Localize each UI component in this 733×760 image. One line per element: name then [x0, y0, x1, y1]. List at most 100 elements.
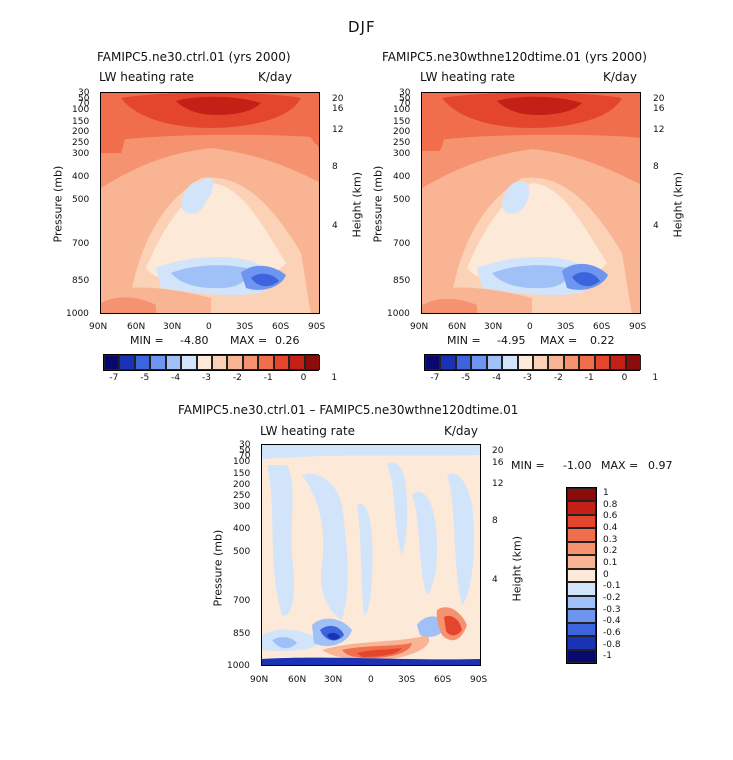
- colorbar-cell: [455, 355, 472, 370]
- panel-3-ytick: 150: [233, 469, 251, 479]
- panel-3-max-label: MAX =: [601, 459, 639, 472]
- panel-1-y2tick: 4: [332, 221, 338, 231]
- panel-3-ytick: 500: [233, 547, 251, 557]
- panel-2-xtick: 90S: [629, 322, 647, 332]
- panel-1-ytick: 150: [72, 117, 90, 127]
- panel-1-units-label: K/day: [258, 70, 292, 84]
- colorbar-cell: [567, 555, 596, 569]
- panel-2-ytick: 1000: [387, 309, 410, 319]
- colorbar-label: -1: [263, 373, 273, 383]
- panel-2-min-value: -4.95: [497, 334, 526, 347]
- panel-1-xtick: 60N: [127, 322, 146, 332]
- panel-3-ytick: 300: [233, 502, 251, 512]
- panel-2-ytick: 700: [393, 239, 411, 249]
- panel-2-ytick: 300: [393, 149, 411, 159]
- panel-2-plot: [421, 92, 641, 314]
- colorbar-cell: [425, 355, 441, 370]
- colorbar-label: -3: [523, 373, 532, 383]
- panel-2-ytick: 250: [393, 138, 411, 148]
- panel-1-ytick: 300: [72, 149, 90, 159]
- colorbar-label: -2: [232, 373, 242, 383]
- panel-2-units-label: K/day: [603, 70, 637, 84]
- panel-2-y2tick: 16: [653, 104, 665, 114]
- panel-3-xtick: 60S: [434, 675, 452, 685]
- panel-1-xtick: 0: [206, 322, 212, 332]
- panel-2-y2label: Height (km): [671, 171, 685, 238]
- colorbar-cell: [533, 355, 549, 370]
- colorbar-cell: [567, 595, 596, 610]
- panel-3-variable-label: LW heating rate: [260, 424, 356, 438]
- colorbar-cell: [567, 568, 596, 583]
- panel-1-title: FAMIPC5.ne30.ctrl.01 (yrs 2000): [97, 50, 291, 64]
- colorbar-label: -0.4: [603, 616, 621, 627]
- panel-1-xtick: 90N: [89, 322, 108, 332]
- panel-1-y2tick: 12: [332, 125, 344, 135]
- colorbar-cell: [567, 528, 596, 542]
- panel-2-xtick: 60S: [593, 322, 611, 332]
- panel-1-ytick: 500: [72, 195, 90, 205]
- colorbar-cell: [471, 355, 487, 370]
- panel-2-contours: [422, 93, 640, 313]
- colorbar-label: -4: [492, 373, 502, 383]
- colorbar-label: -0.6: [603, 628, 621, 638]
- colorbar-label: -0.3: [603, 604, 621, 615]
- colorbar-cell: [150, 355, 166, 370]
- colorbar-cell: [134, 355, 151, 370]
- panel-1-y2tick: 16: [332, 104, 344, 114]
- panel-3-y2label: Height (km): [510, 535, 524, 602]
- colorbar-cell: [594, 355, 611, 370]
- colorbar-label: -4: [171, 373, 181, 383]
- colorbar-cell: [567, 609, 596, 623]
- panel-1-ytick: 70: [78, 99, 90, 109]
- panel-1-ytick: 700: [72, 239, 90, 249]
- panel-1-min-value: -4.80: [180, 334, 209, 347]
- colorbar-cell: [212, 355, 228, 370]
- panel-2-xtick: 30N: [484, 322, 503, 332]
- panel-3-ytick: 400: [233, 524, 251, 534]
- panel-2-ytick: 50: [399, 94, 411, 104]
- panel-2-ytick: 150: [393, 117, 411, 127]
- colorbar-cell: [289, 355, 305, 370]
- colorbar-cell: [567, 488, 596, 502]
- panel-3-y2tick: 8: [492, 516, 498, 526]
- panel-3-y2tick: 12: [492, 479, 504, 489]
- panel-3-ytick: 250: [233, 491, 251, 501]
- colorbar-cell: [227, 355, 243, 370]
- colorbar-cell: [548, 355, 564, 370]
- panel-3-xtick: 90S: [470, 675, 488, 685]
- colorbar-label: -3: [202, 373, 211, 383]
- panel-1-contours: [101, 93, 319, 313]
- panel-1-ytick: 50: [78, 94, 90, 104]
- panel-3-contours: [262, 445, 480, 665]
- panel-1-y2tick: 8: [332, 162, 338, 172]
- colorbar-label: 0.3: [603, 534, 618, 545]
- colorbar-label: 0: [603, 569, 609, 580]
- panel-1-xtick: 90S: [308, 322, 326, 332]
- panel-2-variable-label: LW heating rate: [420, 70, 516, 84]
- colorbar-label: 0.8: [603, 499, 618, 510]
- panel-2-y2tick: 20: [653, 94, 665, 104]
- panel-1-min-label: MIN =: [130, 334, 164, 347]
- colorbar-cell: [610, 355, 626, 370]
- panel-3-ytick: 1000: [227, 661, 250, 671]
- colorbar-label: 1: [331, 373, 338, 383]
- panel-3-plot: [261, 444, 481, 666]
- colorbar-label: 0.1: [603, 558, 618, 568]
- colorbar-label: 1: [652, 373, 659, 383]
- panel-2-ytick: 500: [393, 195, 411, 205]
- panel-2-y2tick: 8: [653, 162, 659, 172]
- panel-3-xtick: 0: [368, 675, 374, 685]
- panel-3-ylabel: Pressure (mb): [211, 529, 225, 607]
- panel-1-ytick: 850: [72, 276, 90, 286]
- panel-3-units-label: K/day: [444, 424, 478, 438]
- panel-2-y2tick: 12: [653, 125, 665, 135]
- colorbar-label: 0: [300, 373, 307, 383]
- panel-2-ytick: 850: [393, 276, 411, 286]
- panel-2-xtick: 90N: [410, 322, 429, 332]
- panel-2-max-value: 0.22: [590, 334, 615, 347]
- colorbar-cell: [567, 649, 596, 663]
- panel-2-ytick: 200: [393, 127, 411, 137]
- colorbar-cell: [304, 355, 320, 370]
- colorbar-label: 1: [603, 488, 609, 498]
- panel-2-max-label: MAX =: [540, 334, 578, 347]
